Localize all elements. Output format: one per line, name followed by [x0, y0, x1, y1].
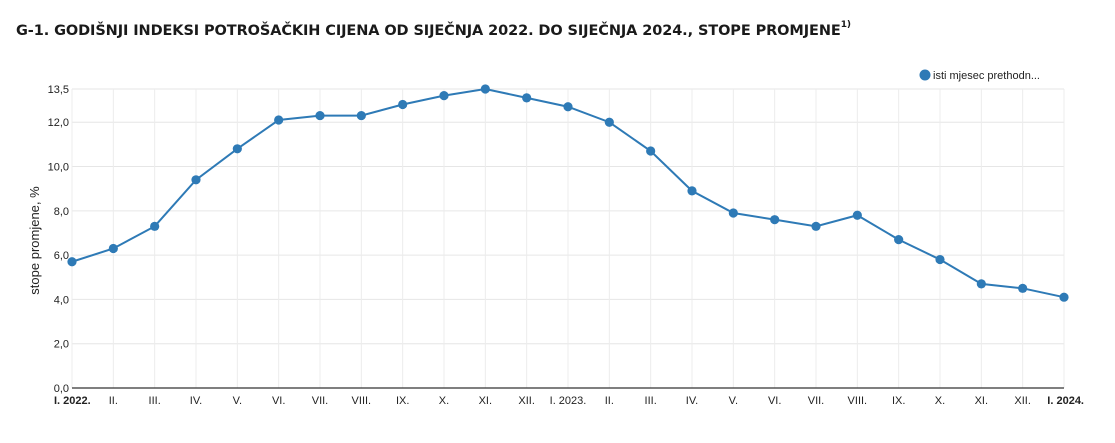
- y-tick-label: 10,0: [48, 162, 69, 174]
- data-point-11[interactable]: [522, 93, 532, 103]
- x-tick-label: IV.: [686, 395, 698, 407]
- legend-label[interactable]: isti mjesec prethodn...: [933, 70, 1040, 82]
- data-point-23[interactable]: [1018, 283, 1028, 293]
- x-tick-label: III.: [645, 395, 657, 407]
- y-tick-label: 0,0: [54, 383, 69, 395]
- x-tick-label: I. 2024.: [1047, 395, 1084, 407]
- data-point-7[interactable]: [356, 110, 366, 121]
- x-tick-label: III.: [149, 395, 161, 407]
- x-tick-label: II.: [109, 395, 118, 407]
- data-point-18[interactable]: [811, 221, 821, 231]
- y-axis-ticks: 0,0 2,0 4,0 6,0 8,0 10,0 12,0 13,5: [48, 84, 69, 395]
- data-point-6[interactable]: [315, 110, 325, 121]
- x-axis-ticks: I. 2022. II. III. IV. V. VI. VII. VIII. IX. X. XI.…: [54, 395, 1084, 407]
- data-point-9[interactable]: [439, 91, 449, 101]
- y-tick-label: 2,0: [54, 339, 69, 351]
- x-tick-label: X.: [935, 395, 945, 407]
- y-axis-label: stope promjene, %: [27, 186, 42, 295]
- y-tick-label: 4,0: [54, 294, 69, 306]
- y-tick-label: 13,5: [48, 84, 69, 96]
- x-tick-label: XII.: [518, 395, 535, 407]
- data-point-12[interactable]: [563, 102, 573, 112]
- x-tick-label: XII.: [1014, 395, 1031, 407]
- y-tick-label: 8,0: [54, 206, 69, 218]
- x-tick-label: XI.: [975, 395, 988, 407]
- x-tick-label: II.: [605, 395, 614, 407]
- data-point-14[interactable]: [646, 146, 656, 156]
- chart-title: G-1. GODIŠNJI INDEKSI POTROŠAČKIH CIJENA…: [16, 20, 851, 39]
- x-tick-label: VII.: [312, 395, 329, 407]
- data-point-17[interactable]: [770, 215, 780, 225]
- data-point-3[interactable]: [191, 175, 201, 185]
- legend[interactable]: isti mjesec prethodn...: [919, 69, 1041, 83]
- x-tick-label: VII.: [808, 395, 825, 407]
- data-point-1[interactable]: [108, 243, 118, 254]
- data-point-10[interactable]: [480, 84, 490, 94]
- x-tick-label: IX.: [892, 395, 905, 407]
- x-tick-label: I. 2023.: [550, 395, 587, 407]
- legend-marker[interactable]: [919, 69, 931, 81]
- x-tick-label: V.: [233, 395, 242, 407]
- x-tick-label: VIII.: [848, 395, 868, 407]
- data-point-0[interactable]: [67, 257, 77, 267]
- x-tick-label: VI.: [768, 395, 781, 407]
- x-tick-label: XI.: [479, 395, 492, 407]
- data-point-4[interactable]: [232, 144, 242, 154]
- data-point-13[interactable]: [604, 117, 614, 127]
- x-tick-label: X.: [439, 395, 449, 407]
- x-tick-label: IX.: [396, 395, 409, 407]
- data-point-8[interactable]: [398, 99, 408, 110]
- data-point-2[interactable]: [150, 221, 160, 231]
- y-tick-label: 6,0: [54, 250, 69, 262]
- y-tick-label: 12,0: [48, 117, 69, 129]
- x-tick-label: IV.: [190, 395, 202, 407]
- title-footnote: 1): [840, 20, 851, 30]
- x-tick-label: V.: [729, 395, 738, 407]
- series-points: [67, 84, 1069, 302]
- data-point-21[interactable]: [935, 254, 945, 265]
- data-point-19[interactable]: [852, 210, 862, 220]
- data-point-5[interactable]: [274, 115, 284, 125]
- data-point-16[interactable]: [728, 208, 738, 218]
- data-point-24[interactable]: [1059, 292, 1069, 302]
- data-point-15[interactable]: [687, 186, 697, 196]
- x-tick-label: VI.: [272, 395, 285, 407]
- data-point-22[interactable]: [976, 279, 986, 289]
- x-tick-label: I. 2022.: [54, 395, 91, 407]
- x-tick-label: VIII.: [352, 395, 372, 407]
- data-point-20[interactable]: [894, 235, 904, 245]
- grid: [71, 88, 1065, 389]
